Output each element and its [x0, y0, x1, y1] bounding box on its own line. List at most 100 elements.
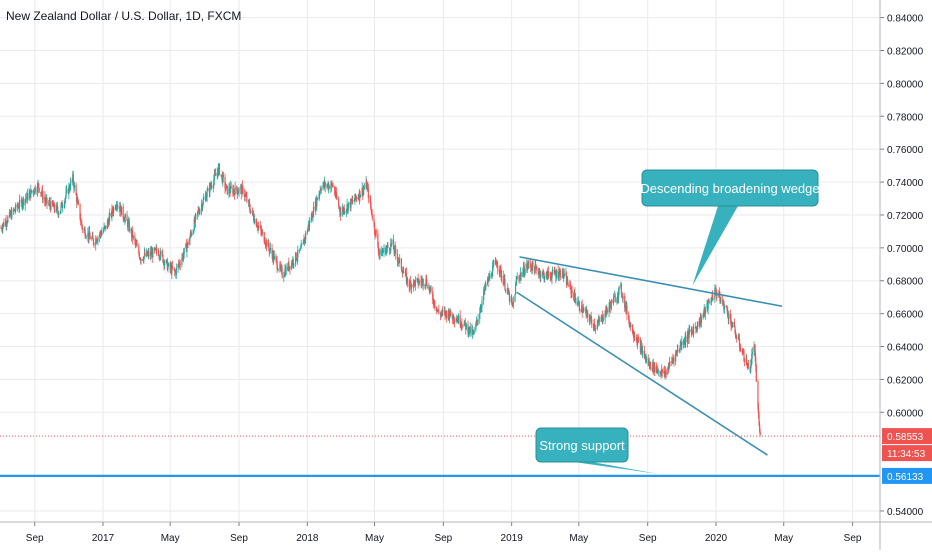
candle-body-down: [236, 190, 238, 195]
candle-body-up: [558, 276, 560, 279]
candle-body-up: [63, 203, 65, 208]
drawing-layer[interactable]: [0, 256, 880, 478]
wedge-trendline[interactable]: [516, 291, 768, 456]
candle-body-down: [507, 288, 509, 294]
candle-body-down: [275, 258, 278, 261]
candle-body-up: [159, 257, 161, 259]
candle-body-down: [726, 307, 728, 312]
candle-body-down: [324, 182, 326, 187]
candle-body-down: [187, 242, 189, 245]
candle-body-up: [237, 192, 239, 195]
candle-body-down: [34, 187, 36, 193]
candle-body-down: [528, 261, 530, 264]
candle-body-down: [754, 346, 756, 350]
y-tick-label: 0.78000: [887, 112, 924, 123]
candle-body-down: [434, 305, 436, 307]
candle-body-up: [312, 206, 315, 217]
wedge-callout[interactable]: Descending broadening wedge: [640, 169, 820, 286]
candle-body-down: [377, 246, 380, 253]
candle-body-up: [751, 354, 753, 364]
x-tick-label: Sep: [844, 533, 862, 544]
candle-body-down: [562, 269, 564, 277]
candle-body-down: [139, 258, 141, 259]
candle-body-down: [281, 268, 283, 278]
candle-body-down: [255, 219, 257, 227]
candle-body-up: [540, 275, 542, 277]
support-price-tag: 0.56133: [887, 472, 924, 483]
candle-body-down: [279, 264, 282, 269]
y-tick-label: 0.72000: [887, 211, 924, 222]
candle-body-up: [237, 192, 240, 194]
candle-body-down: [0, 228, 1, 229]
candle-body-down: [48, 203, 50, 205]
candle-body-down: [649, 362, 652, 369]
candle-body-up: [514, 284, 517, 295]
candle-body-up: [213, 179, 215, 186]
candle-body-down: [574, 297, 577, 303]
x-tick-label: 2020: [705, 533, 728, 544]
candle-body-up: [104, 226, 106, 228]
candle-body-up: [60, 205, 62, 211]
candle-body-down: [5, 220, 7, 225]
callout-box[interactable]: [535, 427, 629, 463]
candle-body-up: [189, 237, 191, 245]
candle-body-up: [45, 199, 47, 203]
wedge-trendline[interactable]: [519, 256, 783, 308]
candle-body-up: [699, 323, 701, 327]
callout-layer[interactable]: Descending broadening wedge Strong suppor…: [535, 169, 820, 474]
candle-body-up: [692, 328, 695, 335]
candle-body-down: [166, 260, 168, 271]
candle-body-down: [641, 346, 643, 354]
candle-body-down: [755, 357, 757, 367]
candle-body-down: [276, 260, 278, 269]
candle-body-up: [18, 199, 21, 208]
candle-body-up: [301, 244, 303, 246]
countdown-tag-bg: [882, 445, 932, 462]
candle-body-down: [81, 221, 83, 226]
countdown-tag: 11:34:53: [887, 449, 926, 460]
candle-body-down: [57, 206, 59, 212]
x-tick-label: Sep: [639, 533, 657, 544]
candle-body-up: [403, 271, 405, 273]
candle-body-down: [579, 309, 581, 312]
candle-body-up: [212, 185, 214, 188]
candle-body-down: [559, 270, 561, 277]
candle-body-down: [459, 315, 461, 325]
candle-body-up: [59, 210, 62, 214]
y-tick-label: 0.76000: [887, 145, 924, 156]
candle-body-up: [645, 359, 647, 360]
candle-body-down: [733, 321, 736, 328]
candle-body-up: [350, 199, 352, 208]
candle-body-up: [414, 279, 416, 287]
candle-body-down: [128, 221, 130, 232]
candle-body-down: [606, 306, 608, 311]
candle-body-up: [203, 198, 205, 200]
candle-body-down: [373, 222, 376, 231]
candle-body-up: [413, 280, 415, 287]
candle-body-up: [106, 220, 109, 229]
candle-body-up: [383, 247, 385, 252]
candle-body-down: [743, 350, 745, 362]
support-callout[interactable]: Strong support: [535, 427, 659, 474]
candle-body-down: [490, 274, 493, 277]
candle-body-down: [84, 229, 86, 237]
candle-body-up: [316, 198, 318, 207]
candle-body-down: [502, 275, 504, 285]
callout-box[interactable]: [641, 169, 819, 207]
candle-body-down: [258, 225, 260, 227]
candle-body-up: [640, 344, 642, 352]
candle-body-down: [557, 270, 559, 279]
x-tick-label: Sep: [434, 533, 452, 544]
y-tick-label: 0.60000: [887, 408, 924, 419]
candle-body-up: [391, 239, 393, 245]
candle-body-down: [355, 197, 358, 200]
candle-body-up: [716, 294, 718, 296]
candle-body-down: [396, 254, 399, 262]
candle-body-down: [461, 323, 463, 326]
y-tick-label: 0.82000: [887, 46, 924, 57]
candle-body-up: [642, 350, 644, 354]
candle-body-down: [248, 200, 250, 204]
candle-body-down: [157, 252, 160, 256]
